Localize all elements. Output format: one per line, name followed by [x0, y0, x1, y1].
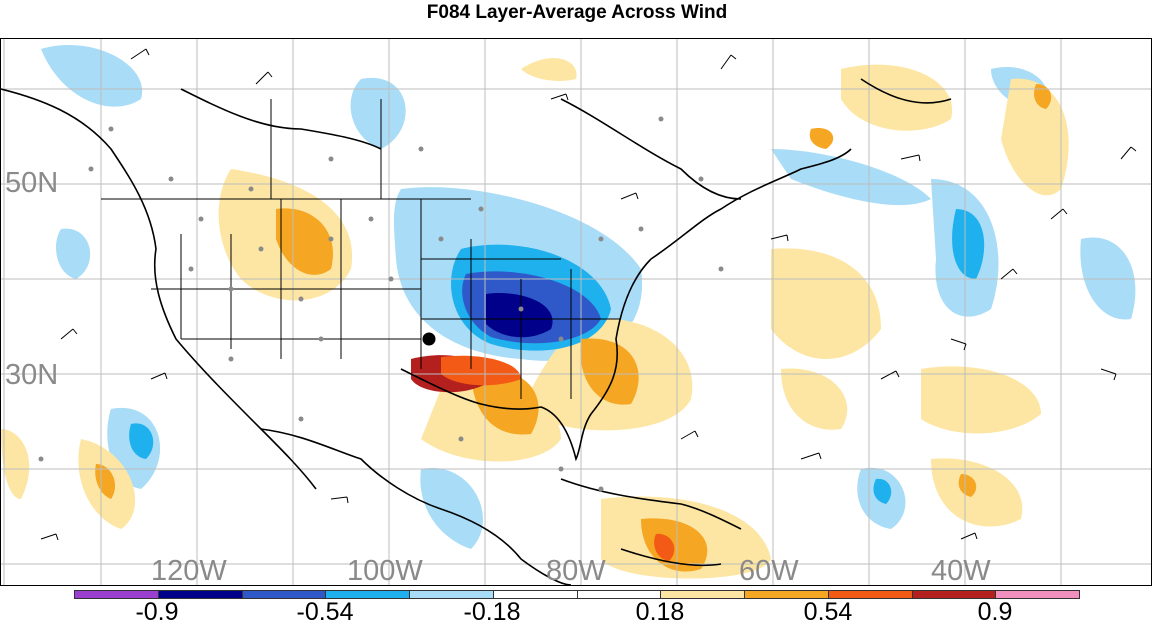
- colorbar-segment: [828, 591, 913, 598]
- colorbar-label: 0.18: [635, 598, 685, 626]
- yellow-patch: [931, 458, 1023, 527]
- colorbar-label: 0.54: [803, 598, 853, 626]
- political-borders: [101, 99, 621, 399]
- colorbar-segment: [493, 591, 578, 598]
- light-blue-patch: [56, 228, 91, 279]
- colorbar-segment: [158, 591, 243, 598]
- orange-patch: [580, 338, 639, 405]
- light-blue-patch: [771, 149, 931, 206]
- lon-label-40w: 40W: [931, 555, 991, 586]
- blue-core: [952, 209, 985, 279]
- map-panel: 50N 30N 120W 100W 80W 60W 40W: [0, 38, 1152, 586]
- station-markers: [38, 116, 724, 492]
- colorbar-segment: [661, 591, 745, 598]
- lat-lon-grid: [1, 39, 1151, 585]
- yellow-patch: [1, 429, 30, 499]
- coastlines: [1, 78, 952, 585]
- colorbar-segment: [410, 591, 494, 598]
- map-title: F084 Layer-Average Across Wind: [426, 2, 728, 23]
- colorbar-segment: [242, 591, 327, 598]
- red-orange: [441, 355, 521, 386]
- colorbar-segment: [577, 591, 662, 598]
- light-blue-patch: [41, 45, 143, 107]
- lon-label-100w: 100W: [347, 555, 423, 586]
- reference-point-marker: [422, 332, 436, 346]
- colorbar-segment: [912, 591, 997, 598]
- orange-patch: [641, 518, 708, 572]
- colorbar: [74, 590, 1080, 599]
- colorbar-label: -0.18: [463, 598, 521, 626]
- yellow-patch: [781, 368, 848, 430]
- yellow-patch: [921, 366, 1041, 434]
- blue-darkest: [486, 293, 553, 338]
- lon-label-80w: 80W: [546, 555, 606, 586]
- orange-patch: [958, 474, 977, 497]
- lat-label-30n: 30N: [5, 359, 59, 391]
- colorbar-label: -0.54: [296, 598, 354, 626]
- orange-patch: [95, 464, 116, 499]
- light-blue-patch: [350, 77, 406, 149]
- orange-patch: [1034, 84, 1052, 109]
- blue-core: [873, 478, 892, 504]
- colorbar-label: 0.9: [977, 598, 1013, 626]
- colorbar-label: -0.9: [135, 598, 179, 626]
- yellow-patch: [521, 58, 577, 81]
- lon-label-60w: 60W: [739, 555, 799, 586]
- orange-patch: [809, 128, 834, 149]
- map-canvas: [1, 39, 1151, 585]
- colorbar-segment: [745, 591, 829, 598]
- lat-label-50n: 50N: [5, 167, 59, 199]
- light-blue-patch: [420, 467, 483, 549]
- lon-label-120w: 120W: [151, 555, 227, 586]
- yellow-patch: [771, 248, 881, 359]
- red-orange: [654, 533, 675, 561]
- colorbar-segment: [75, 591, 159, 598]
- yellow-patch: [1001, 78, 1069, 196]
- colorbar-segment: [996, 591, 1079, 598]
- colorbar-segment: [326, 591, 410, 598]
- blue-core: [129, 423, 154, 459]
- wind-barbs: [40, 48, 1137, 541]
- orange-patch: [276, 208, 333, 275]
- light-blue-patch: [1080, 237, 1136, 320]
